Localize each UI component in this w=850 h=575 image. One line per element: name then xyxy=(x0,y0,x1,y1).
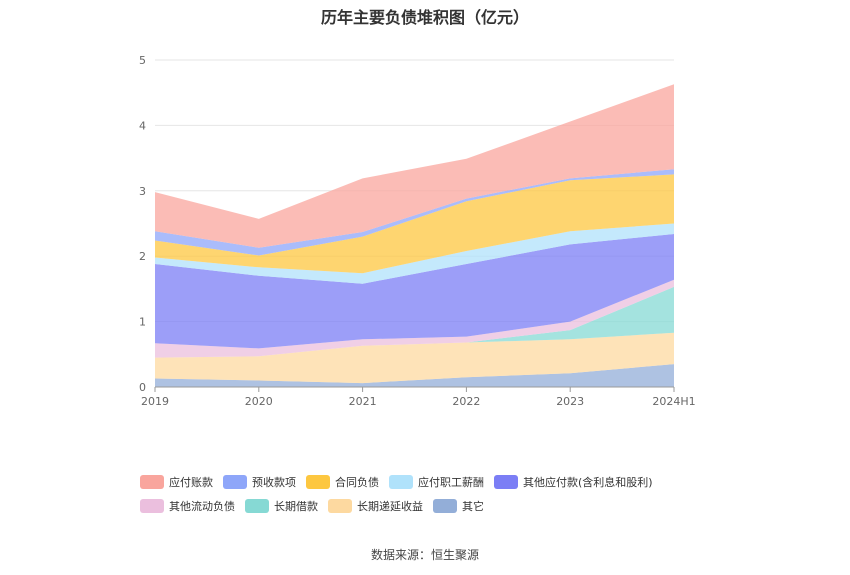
source-label: 数据来源： xyxy=(370,548,431,562)
legend-item[interactable]: 应付职工薪酬 xyxy=(389,474,484,490)
area-其它 xyxy=(155,364,674,387)
legend-swatch xyxy=(140,499,164,513)
y-tick-label: 5 xyxy=(139,54,146,67)
legend-item[interactable]: 应付账款 xyxy=(140,474,213,490)
legend-swatch xyxy=(223,475,247,489)
legend-label: 应付职工薪酬 xyxy=(418,476,484,489)
area-预收款项 xyxy=(155,169,674,256)
x-tick-label: 2021 xyxy=(349,395,377,408)
legend-swatch xyxy=(140,475,164,489)
legend-item[interactable]: 合同负债 xyxy=(306,474,379,490)
legend-swatch xyxy=(245,499,269,513)
area-合同负债 xyxy=(155,174,674,274)
axes: 2019 2020 2021 2022 2023 2024H1 xyxy=(141,386,696,408)
legend-row: 其他流动负债 长期借款 长期递延收益 其它 xyxy=(140,494,740,518)
legend-label: 其它 xyxy=(462,500,484,513)
legend-label: 预收款项 xyxy=(252,476,296,489)
legend-label: 合同负债 xyxy=(335,476,379,489)
legend-item[interactable]: 其他应付款(含利息和股利) xyxy=(494,474,653,490)
x-tick-label: 2023 xyxy=(556,395,584,408)
data-source: 数据来源：恒生聚源 xyxy=(0,546,850,563)
legend: 应付账款 预收款项 合同负债 应付职工薪酬 其他应付款(含利息和股利) 其他流动负债 长期借… xyxy=(140,470,740,518)
x-tick-label: 2019 xyxy=(141,395,169,408)
area-其他流动负债 xyxy=(155,279,674,358)
y-tick-label: 2 xyxy=(139,250,146,263)
area-长期递延收益 xyxy=(155,332,674,384)
chart-title: 历年主要负债堆积图（亿元） xyxy=(320,8,529,27)
legend-label: 其他应付款(含利息和股利) xyxy=(523,476,653,489)
area-长期借款 xyxy=(155,286,674,358)
legend-swatch xyxy=(389,475,413,489)
x-tick-label: 2024H1 xyxy=(652,395,695,408)
legend-item[interactable]: 预收款项 xyxy=(223,474,296,490)
area-其他应付款(含利息和股利) xyxy=(155,234,674,349)
legend-label: 长期借款 xyxy=(274,500,318,513)
y-tick-label: 0 xyxy=(139,381,146,394)
legend-swatch xyxy=(306,475,330,489)
legend-item[interactable]: 长期借款 xyxy=(245,498,318,514)
legend-swatch xyxy=(328,499,352,513)
legend-swatch xyxy=(494,475,518,489)
y-tick-label: 3 xyxy=(139,185,146,198)
legend-item[interactable]: 其它 xyxy=(433,498,484,514)
legend-row: 应付账款 预收款项 合同负债 应付职工薪酬 其他应付款(含利息和股利) xyxy=(140,470,740,494)
x-tick-label: 2022 xyxy=(452,395,480,408)
legend-item[interactable]: 长期递延收益 xyxy=(328,498,423,514)
legend-label: 应付账款 xyxy=(169,476,213,489)
y-tick-label: 1 xyxy=(139,316,146,329)
area-应付账款 xyxy=(155,84,674,248)
legend-label: 其他流动负债 xyxy=(169,500,235,513)
legend-label: 长期递延收益 xyxy=(357,500,423,513)
y-tick-label: 4 xyxy=(139,119,146,132)
legend-item[interactable]: 其他流动负债 xyxy=(140,498,235,514)
source-value: 恒生聚源 xyxy=(431,548,480,562)
legend-swatch xyxy=(433,499,457,513)
area-应付职工薪酬 xyxy=(155,223,674,284)
area-layers xyxy=(155,84,674,387)
x-tick-label: 2020 xyxy=(245,395,273,408)
